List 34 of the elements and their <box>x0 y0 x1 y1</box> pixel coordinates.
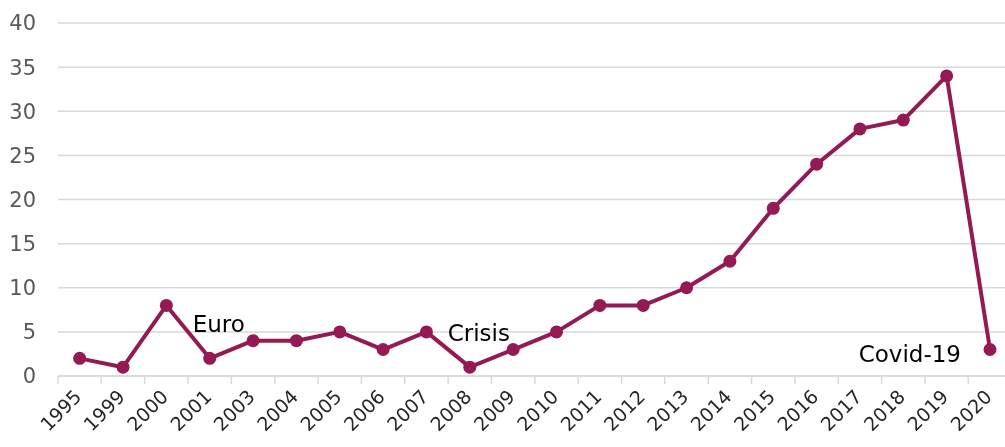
point <box>810 157 824 171</box>
point <box>766 201 780 215</box>
y-tick-label: 15 <box>9 232 36 257</box>
annotation: Euro <box>192 311 245 338</box>
y-tick-label: 30 <box>9 99 36 124</box>
y-tick-label: 25 <box>9 143 36 168</box>
point <box>289 334 303 348</box>
y-tick-label: 35 <box>9 55 36 80</box>
point <box>203 351 217 365</box>
y-tick-label: 5 <box>22 320 36 345</box>
y-tick-label: 20 <box>9 187 36 212</box>
point <box>593 298 607 312</box>
point <box>940 69 954 83</box>
point <box>636 298 650 312</box>
point <box>116 360 130 374</box>
point <box>550 325 564 339</box>
annotation: Crisis <box>447 320 510 347</box>
point <box>983 343 997 357</box>
point <box>376 343 390 357</box>
point <box>853 122 867 136</box>
point <box>896 113 910 127</box>
point <box>246 334 260 348</box>
point <box>159 298 173 312</box>
point <box>73 351 87 365</box>
y-tick-label: 10 <box>9 276 36 301</box>
y-tick-label: 40 <box>9 11 36 36</box>
point <box>680 281 694 295</box>
annotation: Covid-19 <box>858 340 961 367</box>
point <box>463 360 477 374</box>
point <box>506 343 520 357</box>
point <box>419 325 433 339</box>
y-tick-label: 0 <box>22 364 36 389</box>
point <box>723 254 737 268</box>
point <box>333 325 347 339</box>
